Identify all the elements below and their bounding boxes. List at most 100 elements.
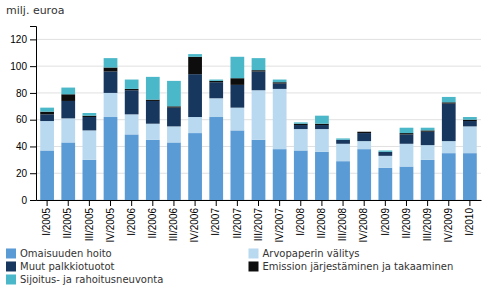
bar xyxy=(61,101,75,118)
x-tick: II/2006 xyxy=(147,200,158,239)
y-tick-label: 0 xyxy=(21,195,27,206)
bar xyxy=(83,130,97,159)
bar xyxy=(167,81,181,106)
series xyxy=(40,72,477,156)
legend-label: Omaisuuden hoito xyxy=(20,248,112,259)
legend-swatch xyxy=(6,274,16,284)
x-tick-mark xyxy=(364,200,365,206)
bar xyxy=(230,57,244,78)
x-tick-mark xyxy=(321,200,322,206)
bar xyxy=(336,140,350,144)
bar xyxy=(421,128,435,131)
bar xyxy=(294,150,308,200)
x-tick: IV/2008 xyxy=(358,200,369,242)
x-tick: I/2007 xyxy=(210,200,221,236)
x-tick-label: IV/2005 xyxy=(105,208,116,243)
bar xyxy=(294,124,308,125)
bar xyxy=(378,151,392,152)
bar xyxy=(146,77,160,100)
bar xyxy=(357,149,371,200)
bar xyxy=(273,149,287,200)
bar xyxy=(252,140,266,200)
bar xyxy=(230,130,244,200)
x-tick-label: II/2006 xyxy=(147,208,158,239)
bar xyxy=(167,108,181,127)
bar xyxy=(125,89,139,90)
bar xyxy=(104,67,118,71)
bar xyxy=(104,72,118,93)
bar xyxy=(83,117,97,130)
bar xyxy=(188,54,202,57)
y-tick-label: 80 xyxy=(16,88,28,99)
bar xyxy=(378,156,392,168)
bar xyxy=(294,125,308,129)
x-tick-label: II/2008 xyxy=(316,208,327,239)
bar xyxy=(357,132,371,133)
bar xyxy=(40,150,54,200)
x-tick-label: I/2009 xyxy=(380,208,391,236)
x-tick-label: II/2009 xyxy=(401,208,412,239)
bar xyxy=(357,141,371,149)
bar xyxy=(146,100,160,101)
x-tick-label: I/2006 xyxy=(126,208,137,236)
bar xyxy=(357,133,371,141)
x-tick-label: I/2007 xyxy=(210,208,221,236)
bar xyxy=(209,81,223,82)
bar xyxy=(61,142,75,200)
series xyxy=(40,89,477,168)
x-tick-mark xyxy=(279,200,280,206)
legend-label: Emission järjestäminen ja takaaminen xyxy=(263,261,454,272)
bar xyxy=(315,116,329,124)
bar xyxy=(188,133,202,200)
y-tick: 0 xyxy=(21,195,36,206)
bar xyxy=(400,134,414,143)
x-tick-label: I/2005 xyxy=(41,208,52,236)
bar xyxy=(40,114,54,121)
x-tick: III/2008 xyxy=(337,200,348,241)
bar xyxy=(400,133,414,134)
bar xyxy=(336,144,350,161)
x-tick-mark xyxy=(152,200,153,206)
x-tick: I/2006 xyxy=(126,200,137,236)
bar xyxy=(315,152,329,200)
bar xyxy=(125,80,139,89)
grid xyxy=(36,39,481,200)
bar xyxy=(357,131,371,132)
bar xyxy=(230,78,244,85)
bar xyxy=(83,113,97,116)
y-tick: 20 xyxy=(16,168,36,179)
x-tick-label: III/2007 xyxy=(253,208,264,242)
x-tick-label: IV/2008 xyxy=(358,208,369,243)
bar xyxy=(442,97,456,102)
x-tick-label: IV/2006 xyxy=(189,208,200,243)
x-tick-mark xyxy=(427,200,428,206)
x-tick: III/2006 xyxy=(168,200,179,241)
bar xyxy=(315,124,329,125)
x-tick: II/2008 xyxy=(316,200,327,239)
x-tick-mark xyxy=(448,200,449,206)
x-tick-mark xyxy=(469,200,470,206)
bar xyxy=(400,167,414,200)
legend-label: Muut palkkiotuotot xyxy=(20,261,115,272)
x-tick-label: III/2009 xyxy=(422,208,433,242)
bar xyxy=(188,57,202,74)
bar xyxy=(315,129,329,152)
bar xyxy=(146,140,160,200)
x-tick-label: II/2007 xyxy=(232,208,243,239)
bar xyxy=(315,125,329,129)
x-tick-label: IV/2007 xyxy=(274,208,285,243)
legend-item: Omaisuuden hoito xyxy=(6,248,112,259)
x-tick-mark xyxy=(385,200,386,206)
y-tick-mark xyxy=(30,39,36,40)
bar xyxy=(463,121,477,126)
y-tick-mark xyxy=(30,200,36,201)
bar xyxy=(104,93,118,117)
y-tick: 40 xyxy=(16,141,36,152)
bar xyxy=(125,90,139,114)
bar xyxy=(61,118,75,142)
chart: 020406080100120I/2005II/2005III/2005IV/2… xyxy=(0,0,493,304)
x-tick: III/2007 xyxy=(253,200,264,241)
x-tick: IV/2007 xyxy=(274,200,285,242)
bar xyxy=(294,122,308,123)
bar xyxy=(336,139,350,140)
